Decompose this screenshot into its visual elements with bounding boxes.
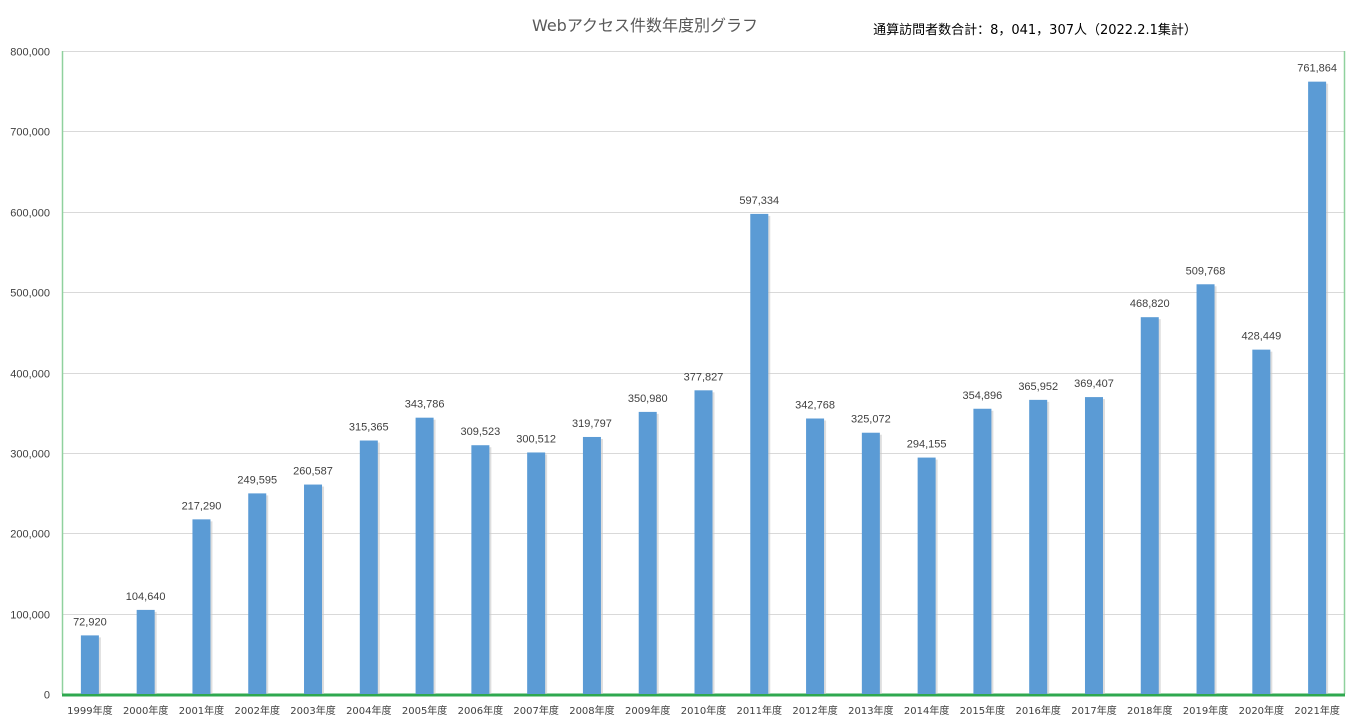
x-tick-label: 2013年度 bbox=[848, 704, 893, 717]
y-tick-label: 400,000 bbox=[10, 369, 50, 381]
bars bbox=[80, 81, 1329, 695]
data-label: 365,952 bbox=[1018, 381, 1058, 393]
data-labels: 72,920 104,640 217,290 249,595 260,587 315,36… bbox=[73, 63, 1337, 629]
data-label: 300,512 bbox=[516, 433, 556, 445]
bar bbox=[415, 417, 434, 694]
data-label: 325,072 bbox=[851, 414, 891, 426]
x-tick-label: 2017年度 bbox=[1071, 704, 1116, 717]
bar bbox=[248, 493, 267, 694]
data-label: 217,290 bbox=[182, 500, 222, 512]
bar bbox=[806, 418, 825, 694]
bar bbox=[471, 445, 490, 694]
y-tick-label: 200,000 bbox=[10, 529, 50, 541]
y-tick-label: 600,000 bbox=[10, 208, 50, 220]
x-tick-label: 2015年度 bbox=[960, 704, 1005, 717]
bar bbox=[1084, 397, 1103, 694]
data-label: 428,449 bbox=[1241, 331, 1281, 343]
y-tick-label: 300,000 bbox=[10, 449, 50, 461]
x-tick-label: 2008年度 bbox=[569, 704, 614, 717]
x-tick-label: 2000年度 bbox=[123, 704, 168, 717]
x-tick-label: 2021年度 bbox=[1294, 704, 1339, 717]
bar bbox=[1252, 349, 1271, 694]
data-label: 309,523 bbox=[460, 426, 500, 438]
x-tick-label: 2009年度 bbox=[625, 704, 670, 717]
data-label: 260,587 bbox=[293, 466, 333, 478]
data-label: 72,920 bbox=[73, 616, 107, 628]
bar bbox=[1029, 399, 1048, 694]
x-tick-label: 2005年度 bbox=[402, 704, 447, 717]
data-label: 315,365 bbox=[349, 422, 389, 434]
x-tick-label: 2003年度 bbox=[290, 704, 335, 717]
x-tick-label: 1999年度 bbox=[67, 704, 112, 717]
y-tick-label: 0 bbox=[44, 690, 50, 702]
bar bbox=[861, 432, 880, 694]
x-tick-label: 2004年度 bbox=[346, 704, 391, 717]
data-label: 354,896 bbox=[963, 390, 1003, 402]
x-tick-label: 2014年度 bbox=[904, 704, 949, 717]
chart-title: Webアクセス件数年度別グラフ bbox=[532, 16, 758, 35]
data-label: 294,155 bbox=[907, 439, 947, 451]
bar bbox=[1140, 317, 1159, 694]
bar bbox=[136, 609, 155, 694]
y-tick-label: 100,000 bbox=[10, 610, 50, 622]
y-tick-label: 700,000 bbox=[10, 127, 50, 139]
bar bbox=[304, 484, 323, 694]
data-label: 377,827 bbox=[684, 371, 724, 383]
x-tick-label: 2019年度 bbox=[1183, 704, 1228, 717]
bar bbox=[973, 408, 992, 694]
data-label: 597,334 bbox=[739, 195, 779, 207]
x-tick-label: 2018年度 bbox=[1127, 704, 1172, 717]
data-label: 761,864 bbox=[1297, 63, 1337, 75]
x-tick-label: 2006年度 bbox=[458, 704, 503, 717]
bar bbox=[80, 635, 99, 694]
x-tick-label: 2011年度 bbox=[737, 704, 782, 717]
data-label: 350,980 bbox=[628, 393, 668, 405]
x-tick-label: 2020年度 bbox=[1239, 704, 1284, 717]
data-label: 104,640 bbox=[126, 591, 166, 603]
y-tick-label: 800,000 bbox=[10, 47, 50, 59]
bar bbox=[1308, 81, 1327, 695]
bar bbox=[750, 213, 769, 694]
x-tick-label: 2010年度 bbox=[681, 704, 726, 717]
x-tick-label: 2007年度 bbox=[513, 704, 558, 717]
bar bbox=[192, 519, 211, 694]
data-label: 249,595 bbox=[237, 474, 277, 486]
bar bbox=[1196, 284, 1215, 694]
bar bbox=[694, 390, 713, 694]
total-visitors-note: 通算訪問者数合計：8，041，307人（2022.2.1集計） bbox=[873, 22, 1197, 38]
bar bbox=[917, 457, 936, 694]
x-tick-label: 2001年度 bbox=[179, 704, 224, 717]
x-axis-ticks: 1999年度 2000年度 2001年度 2002年度 2003年度 2004年度 2005… bbox=[67, 704, 1340, 717]
x-tick-label: 2002年度 bbox=[235, 704, 280, 717]
bar bbox=[638, 411, 657, 694]
data-label: 509,768 bbox=[1186, 265, 1226, 277]
data-label: 342,768 bbox=[795, 400, 835, 412]
bar bbox=[582, 436, 601, 694]
x-tick-label: 2016年度 bbox=[1015, 704, 1060, 717]
data-label: 369,407 bbox=[1074, 378, 1114, 390]
bar bbox=[527, 452, 546, 694]
y-tick-label: 500,000 bbox=[10, 288, 50, 300]
y-axis-ticks: 0 100,000 200,000 300,000 400,000 500,000 600,… bbox=[10, 47, 50, 702]
data-label: 468,820 bbox=[1130, 298, 1170, 310]
bar bbox=[359, 440, 378, 694]
plot-frame bbox=[61, 51, 1346, 697]
data-label: 319,797 bbox=[572, 418, 612, 430]
data-label: 343,786 bbox=[405, 399, 445, 411]
x-tick-label: 2012年度 bbox=[792, 704, 837, 717]
